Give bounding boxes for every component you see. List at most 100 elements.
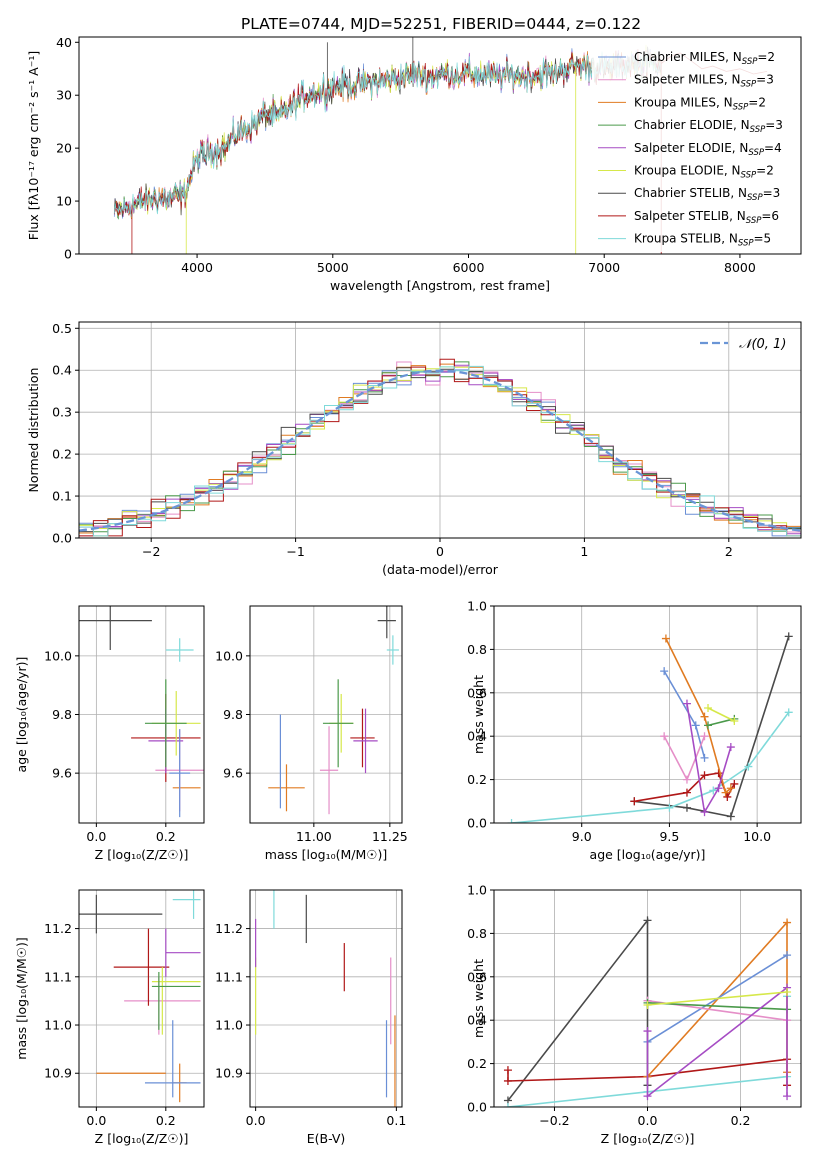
y-tick-label: 10.0 bbox=[215, 648, 243, 663]
x-tick-label: 0.0 bbox=[638, 1113, 658, 1128]
x-tick-label: 4000 bbox=[181, 260, 213, 275]
weight-marker bbox=[643, 1027, 652, 1036]
y-tick-label: 11.1 bbox=[215, 969, 243, 984]
y-tick-label: 9.8 bbox=[52, 707, 72, 722]
axes-frame bbox=[249, 889, 403, 1108]
y-tick-label: 0.2 bbox=[467, 1056, 487, 1071]
legend-entry: Chabrier STELIB, NSSP=3 bbox=[634, 186, 780, 203]
x-tick-label: 8000 bbox=[724, 260, 756, 275]
weight-marker bbox=[660, 667, 669, 676]
panel-mass_vs_Z: 0.0 0.2 10.9 11.0 11.1 11.2 Z [log₁₀(Z/Z☉)] mas… bbox=[14, 889, 205, 1146]
legend-entry: Kroupa ELODIE, NSSP=2 bbox=[634, 164, 774, 181]
weight-marker bbox=[783, 1092, 792, 1101]
plot-area-age_vs_Z bbox=[79, 606, 204, 818]
weight-marker bbox=[783, 918, 792, 927]
x-axis-label: Z [log₁₀(Z/Z☉)] bbox=[601, 1131, 695, 1146]
axes-frame bbox=[493, 605, 802, 824]
weight-marker bbox=[503, 1076, 512, 1085]
panel-weight_vs_Z: −0.2 0.0 0.2 0.0 0.2 0.4 0.6 0.8 1.0 Z [log₁₀(Z/Z… bbox=[467, 883, 802, 1146]
errorbar-point bbox=[353, 708, 378, 774]
weight-marker bbox=[700, 753, 709, 762]
weight-marker bbox=[704, 721, 713, 730]
x-tick-label: 6000 bbox=[453, 260, 485, 275]
y-tick-label: 0.3 bbox=[52, 405, 72, 420]
x-tick-label: 7000 bbox=[588, 260, 620, 275]
weight-marker bbox=[630, 797, 639, 806]
y-tick-label: 0.1 bbox=[52, 489, 72, 504]
x-tick-label: −0.2 bbox=[539, 1113, 569, 1128]
weight-line bbox=[507, 918, 649, 1101]
legend-entry: Salpeter ELODIE, NSSP=4 bbox=[634, 141, 782, 158]
x-tick-label: 0.0 bbox=[246, 1113, 266, 1128]
errorbar-point bbox=[322, 679, 354, 768]
plot-area-weight_vs_age bbox=[507, 632, 793, 823]
x-axis-label: Z [log₁₀(Z/Z☉)] bbox=[95, 1131, 189, 1146]
y-tick-label: 11.0 bbox=[44, 1018, 72, 1033]
residual-legend: 𝒩(0, 1) bbox=[700, 337, 786, 352]
weight-line bbox=[634, 772, 736, 803]
errorbar-point bbox=[319, 726, 339, 815]
axes-frame bbox=[78, 889, 205, 1108]
errorbar-point bbox=[377, 606, 396, 639]
x-tick-label: 0 bbox=[436, 544, 444, 559]
legend-entry: Chabrier MILES, NSSP=2 bbox=[634, 50, 775, 67]
weight-marker bbox=[665, 803, 674, 812]
weight-line bbox=[663, 670, 706, 759]
y-axis-label: mass weight bbox=[471, 675, 486, 754]
y-tick-label: 10.9 bbox=[215, 1066, 243, 1081]
weight-marker bbox=[682, 803, 691, 812]
weight-line bbox=[646, 985, 788, 1098]
weight-marker bbox=[503, 1103, 512, 1107]
x-tick-label: 1 bbox=[580, 544, 588, 559]
y-tick-label: 0.4 bbox=[467, 729, 487, 744]
errorbar-point bbox=[165, 638, 194, 662]
x-tick-label: 0.0 bbox=[86, 1113, 106, 1128]
y-tick-label: 1.0 bbox=[467, 883, 487, 898]
weight-marker bbox=[700, 732, 709, 741]
weight-marker bbox=[784, 632, 793, 641]
x-tick-label: 0.2 bbox=[156, 1113, 176, 1128]
legend-entry: Salpeter STELIB, NSSP=6 bbox=[634, 209, 779, 226]
y-tick-label: 0.2 bbox=[52, 447, 72, 462]
x-axis-label: Z [log₁₀(Z/Z☉)] bbox=[95, 847, 189, 862]
weight-marker bbox=[726, 784, 735, 793]
weight-marker bbox=[730, 717, 739, 726]
x-axis-label: wavelength [Angstrom, rest frame] bbox=[330, 278, 550, 293]
y-tick-label: 0.8 bbox=[467, 926, 487, 941]
panel-residuals: −2 −1 0 1 2 0.0 0.1 0.2 0.3 0.4 0.5 (data-model)/er… bbox=[26, 321, 802, 577]
plot-area-residuals bbox=[79, 358, 801, 537]
plot-area-mass_vs_Z bbox=[79, 890, 201, 1103]
panel-weight_vs_age: 9.0 9.5 10.0 0.0 0.2 0.4 0.6 0.8 1.0 age [log₁₀(a… bbox=[467, 599, 802, 862]
weight-marker bbox=[643, 1092, 652, 1101]
x-tick-label: 0.2 bbox=[731, 1113, 751, 1128]
y-tick-label: 0.6 bbox=[467, 685, 487, 700]
plot-area-spectrum bbox=[113, 37, 768, 254]
errorbar-point bbox=[169, 729, 191, 818]
y-tick-label: 0.8 bbox=[467, 642, 487, 657]
x-tick-label: 9.0 bbox=[572, 829, 592, 844]
x-axis-label: mass [log₁₀(M/M☉)] bbox=[265, 847, 387, 862]
weight-marker bbox=[660, 732, 669, 741]
y-tick-label: 0 bbox=[64, 247, 72, 262]
x-tick-label: −2 bbox=[142, 544, 160, 559]
x-axis-label: (data-model)/error bbox=[382, 562, 499, 577]
x-tick-label: 2 bbox=[725, 544, 733, 559]
weight-marker bbox=[784, 708, 793, 717]
weight-marker bbox=[682, 775, 691, 784]
weight-marker bbox=[643, 1001, 652, 1010]
y-axis-label: mass [log₁₀(M/M☉)] bbox=[14, 937, 29, 1059]
weight-marker bbox=[783, 987, 792, 996]
spectrum-legend: Chabrier MILES, NSSP=2 Salpeter MILES, NS… bbox=[592, 44, 798, 252]
axes-frame bbox=[78, 36, 802, 255]
weight-marker bbox=[783, 951, 792, 960]
errorbar-point bbox=[79, 606, 152, 650]
y-tick-label: 20 bbox=[56, 141, 72, 156]
gaussian-curve bbox=[79, 369, 801, 532]
weight-line bbox=[647, 1002, 788, 1011]
x-tick-label: 0.1 bbox=[386, 1113, 406, 1128]
x-tick-label: 10.0 bbox=[743, 829, 771, 844]
panel-spectrum: 4000 5000 6000 7000 8000 0 10 20 30 40 wavelength … bbox=[26, 35, 802, 293]
y-axis-label: Normed distribution bbox=[26, 368, 41, 493]
weight-line bbox=[634, 636, 790, 818]
figure-title: PLATE=0744, MJD=52251, FIBERID=0444, z=0… bbox=[241, 15, 641, 33]
